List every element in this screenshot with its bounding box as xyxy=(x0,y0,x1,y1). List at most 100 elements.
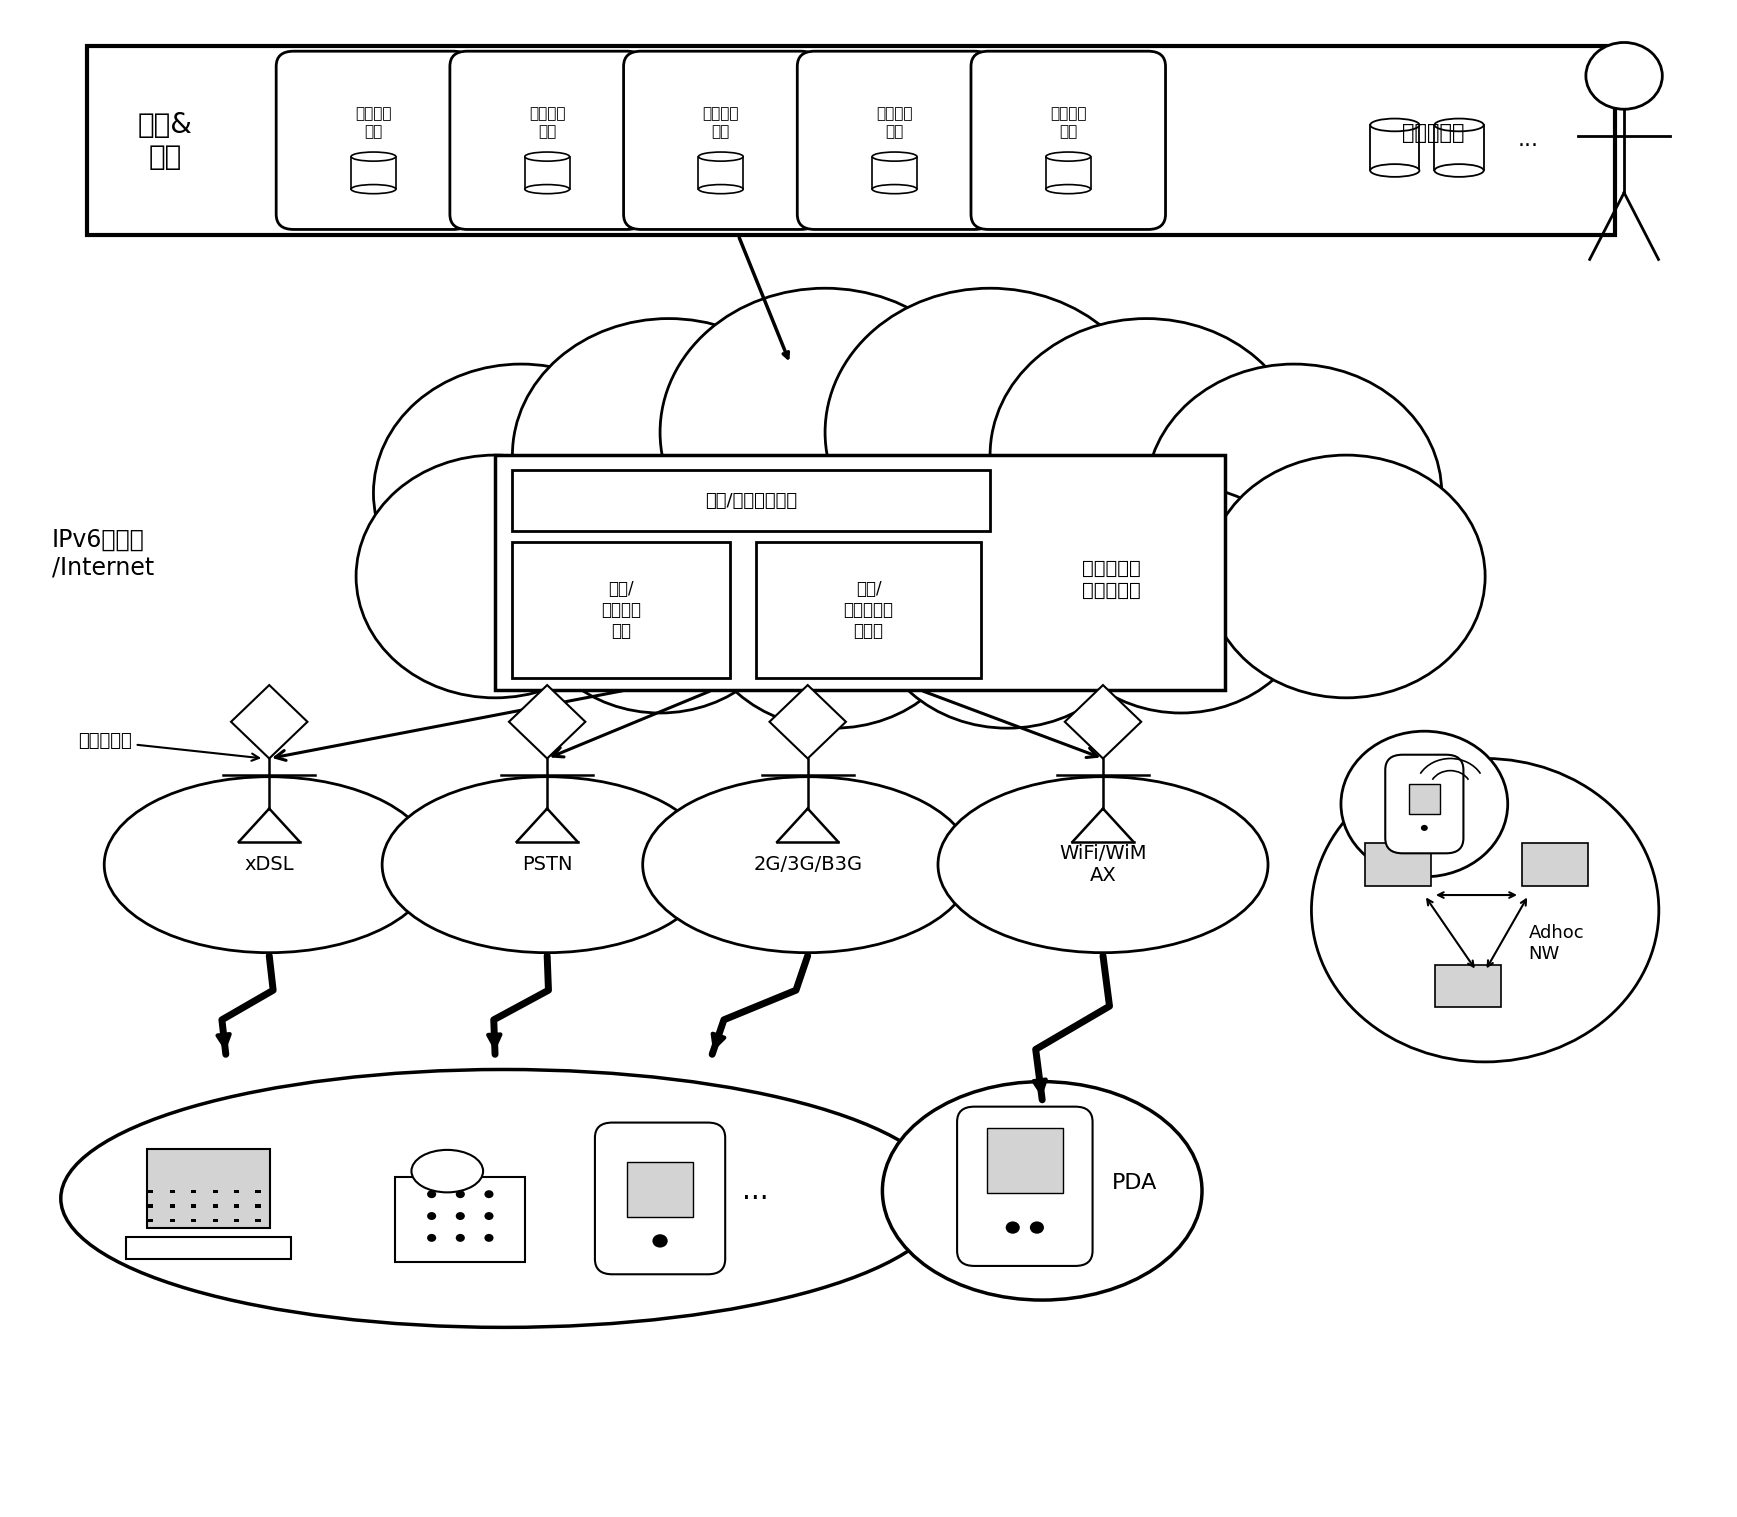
Circle shape xyxy=(512,319,825,592)
Bar xyxy=(1409,784,1440,815)
Bar xyxy=(872,156,917,190)
Bar xyxy=(212,1191,217,1194)
Text: xDSL: xDSL xyxy=(245,856,294,874)
FancyBboxPatch shape xyxy=(971,52,1166,229)
Bar xyxy=(191,1191,196,1194)
Text: 数字旅游
服务: 数字旅游 服务 xyxy=(1049,106,1087,138)
Bar xyxy=(191,1204,196,1208)
Bar xyxy=(756,542,981,678)
Polygon shape xyxy=(1065,686,1141,758)
Circle shape xyxy=(872,492,1143,728)
Circle shape xyxy=(356,455,634,698)
Ellipse shape xyxy=(872,152,917,161)
Bar xyxy=(255,1191,261,1194)
Bar xyxy=(351,156,396,190)
Circle shape xyxy=(1006,1221,1020,1233)
Bar xyxy=(255,1218,261,1221)
Bar xyxy=(148,1204,153,1208)
Bar xyxy=(1365,843,1431,886)
Bar xyxy=(1435,124,1483,170)
Circle shape xyxy=(1586,42,1662,109)
Circle shape xyxy=(427,1191,436,1198)
Bar xyxy=(234,1218,240,1221)
Text: 电子商务
服务: 电子商务 服务 xyxy=(354,106,393,138)
Bar xyxy=(987,1129,1063,1192)
Text: ...: ... xyxy=(1518,130,1539,150)
Circle shape xyxy=(825,288,1155,576)
Circle shape xyxy=(660,288,990,576)
Circle shape xyxy=(373,364,669,622)
Circle shape xyxy=(455,1233,466,1242)
Text: 用户/终端注册模块: 用户/终端注册模块 xyxy=(705,492,797,510)
Polygon shape xyxy=(231,686,307,758)
Circle shape xyxy=(990,319,1303,592)
Bar xyxy=(525,156,570,190)
Bar xyxy=(125,1238,292,1259)
Bar xyxy=(146,1150,271,1229)
Bar xyxy=(191,1218,196,1221)
Polygon shape xyxy=(509,686,585,758)
FancyBboxPatch shape xyxy=(797,52,992,229)
Bar xyxy=(148,1218,153,1221)
Bar xyxy=(234,1191,240,1194)
Bar xyxy=(212,1204,217,1208)
Circle shape xyxy=(455,1212,466,1220)
Ellipse shape xyxy=(938,777,1268,953)
Text: 增强型移动
性管理平台: 增强型移动 性管理平台 xyxy=(1082,558,1141,601)
Circle shape xyxy=(455,1191,466,1198)
Circle shape xyxy=(1030,1221,1044,1233)
Circle shape xyxy=(427,1212,436,1220)
Circle shape xyxy=(698,492,969,728)
Text: 网络侧节点: 网络侧节点 xyxy=(78,733,259,760)
Text: 远程教育
服务: 远程教育 服务 xyxy=(702,106,740,138)
Polygon shape xyxy=(769,686,846,758)
Ellipse shape xyxy=(61,1069,947,1327)
Ellipse shape xyxy=(351,185,396,194)
FancyBboxPatch shape xyxy=(594,1123,726,1274)
Bar xyxy=(698,156,743,190)
Ellipse shape xyxy=(1046,152,1091,161)
Text: 现代物流
服务: 现代物流 服务 xyxy=(875,106,914,138)
FancyBboxPatch shape xyxy=(624,52,818,229)
Ellipse shape xyxy=(1435,118,1483,132)
Bar xyxy=(627,1162,693,1217)
Circle shape xyxy=(653,1235,667,1247)
Text: 业务&
应用: 业务& 应用 xyxy=(137,111,193,171)
Bar xyxy=(495,455,1225,690)
Bar xyxy=(255,1204,261,1208)
Bar xyxy=(170,1218,175,1221)
Ellipse shape xyxy=(1370,118,1419,132)
Ellipse shape xyxy=(1370,164,1419,177)
Bar xyxy=(87,46,1615,235)
Text: IPv6核心网
/Internet: IPv6核心网 /Internet xyxy=(52,528,155,579)
Text: 网络/
终端切换
模块: 网络/ 终端切换 模块 xyxy=(601,579,641,640)
Ellipse shape xyxy=(1046,185,1091,194)
Bar xyxy=(212,1218,217,1221)
Ellipse shape xyxy=(351,152,396,161)
Text: 网络/
终端智能选
择模块: 网络/ 终端智能选 择模块 xyxy=(844,579,893,640)
Text: Adhoc
NW: Adhoc NW xyxy=(1529,924,1584,963)
Ellipse shape xyxy=(382,777,712,953)
Ellipse shape xyxy=(698,152,743,161)
Circle shape xyxy=(1311,758,1659,1062)
Bar xyxy=(1435,965,1501,1007)
Text: 数字媒体
服务: 数字媒体 服务 xyxy=(528,106,566,138)
Text: PDA: PDA xyxy=(1112,1173,1157,1194)
Circle shape xyxy=(530,485,790,713)
Ellipse shape xyxy=(525,185,570,194)
Circle shape xyxy=(485,1191,493,1198)
Circle shape xyxy=(1051,485,1311,713)
Circle shape xyxy=(1341,731,1508,877)
Text: 2G/3G/B3G: 2G/3G/B3G xyxy=(754,856,862,874)
Bar xyxy=(512,542,730,678)
Text: 服务提供商: 服务提供商 xyxy=(1402,123,1464,144)
Ellipse shape xyxy=(872,185,917,194)
FancyBboxPatch shape xyxy=(276,52,471,229)
Ellipse shape xyxy=(882,1082,1202,1300)
Circle shape xyxy=(485,1212,493,1220)
Bar xyxy=(512,470,990,531)
Circle shape xyxy=(1207,455,1485,698)
Bar xyxy=(170,1191,175,1194)
FancyBboxPatch shape xyxy=(957,1107,1093,1265)
Text: PSTN: PSTN xyxy=(521,856,573,874)
